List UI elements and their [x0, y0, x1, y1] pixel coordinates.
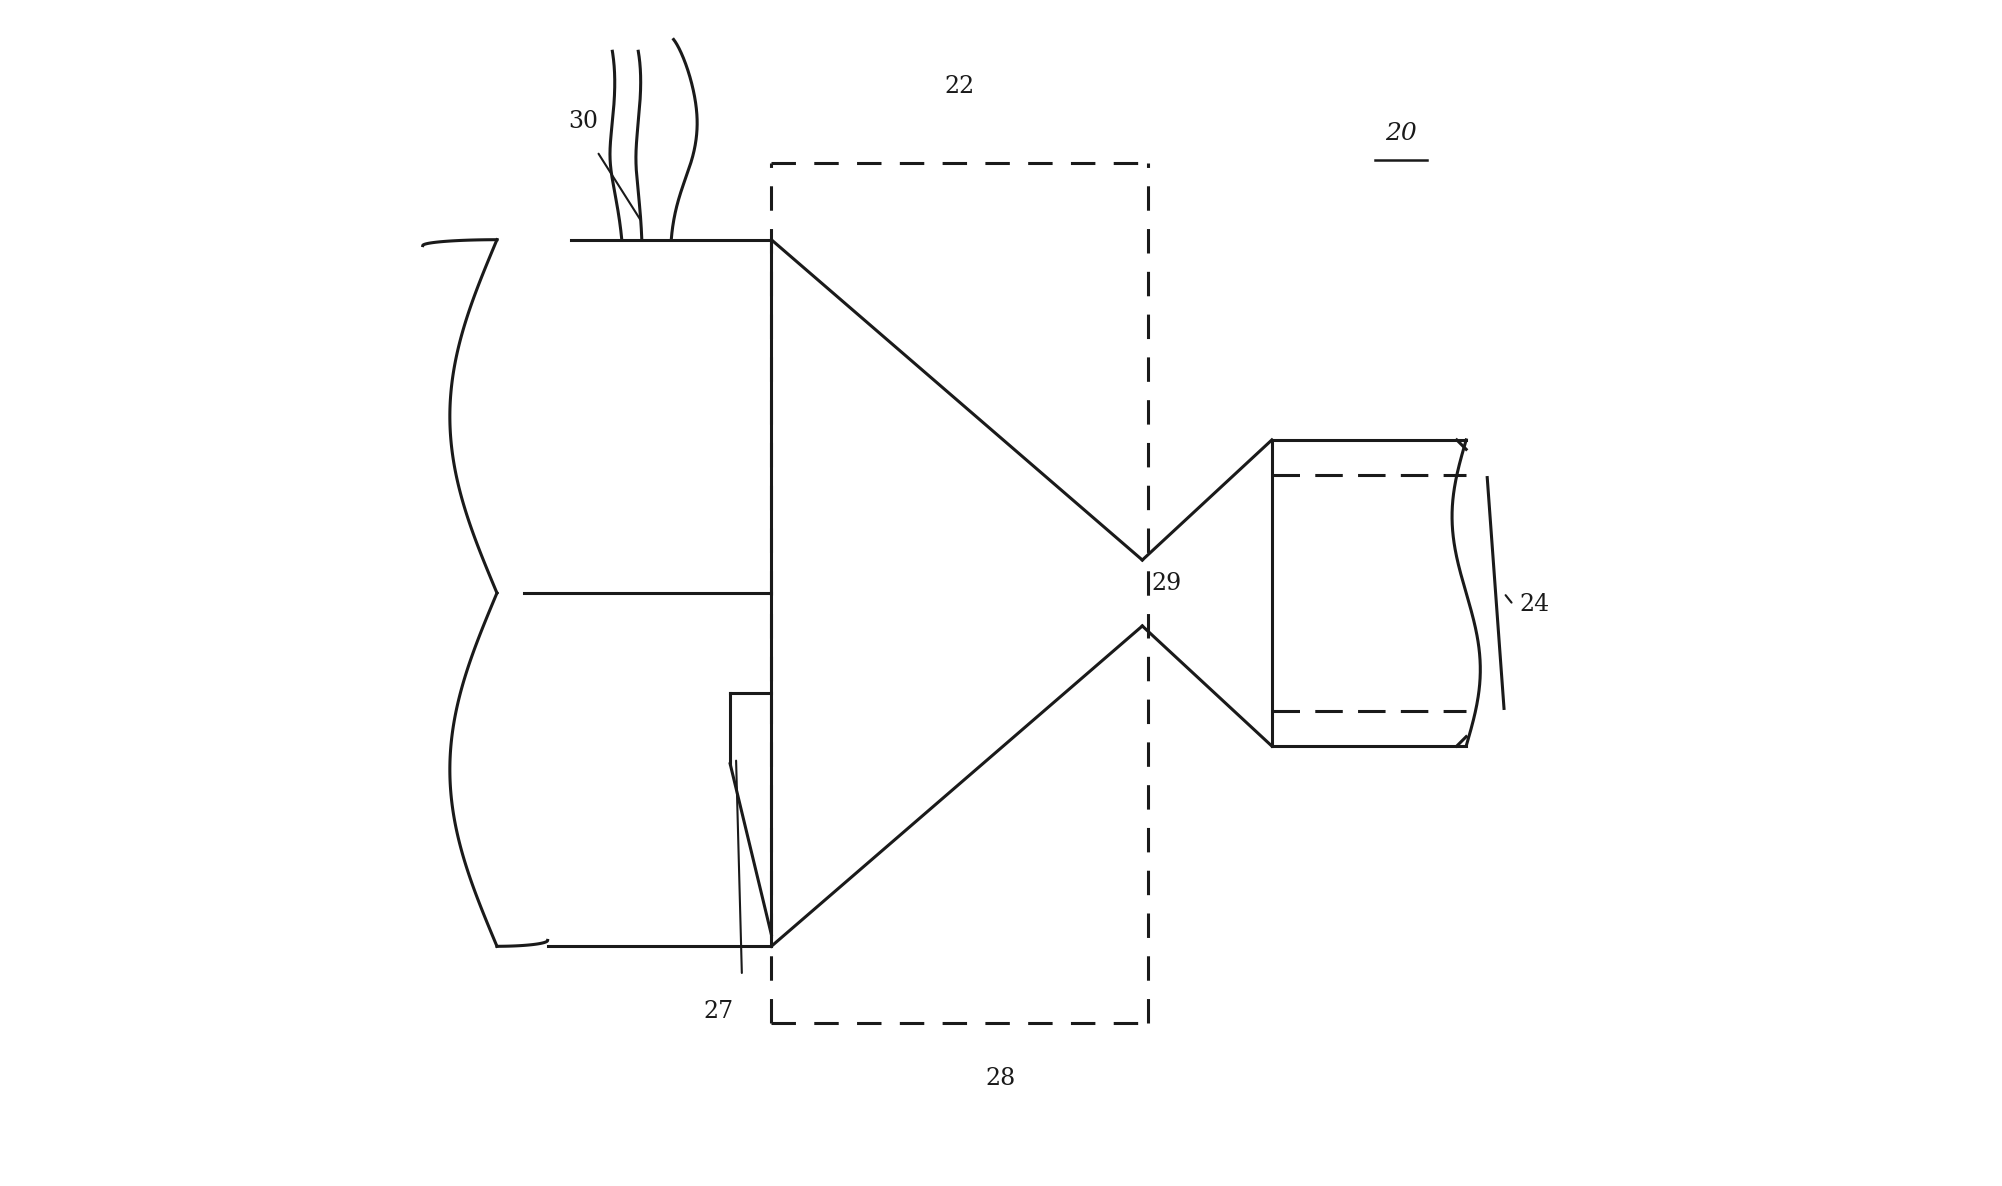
Text: 22: 22 [945, 75, 975, 98]
Text: 28: 28 [985, 1066, 1017, 1090]
Text: 27: 27 [703, 1000, 733, 1022]
Text: 20: 20 [1385, 122, 1417, 145]
Text: 30: 30 [569, 110, 599, 134]
Text: 24: 24 [1520, 593, 1550, 617]
Text: 29: 29 [1151, 572, 1181, 595]
